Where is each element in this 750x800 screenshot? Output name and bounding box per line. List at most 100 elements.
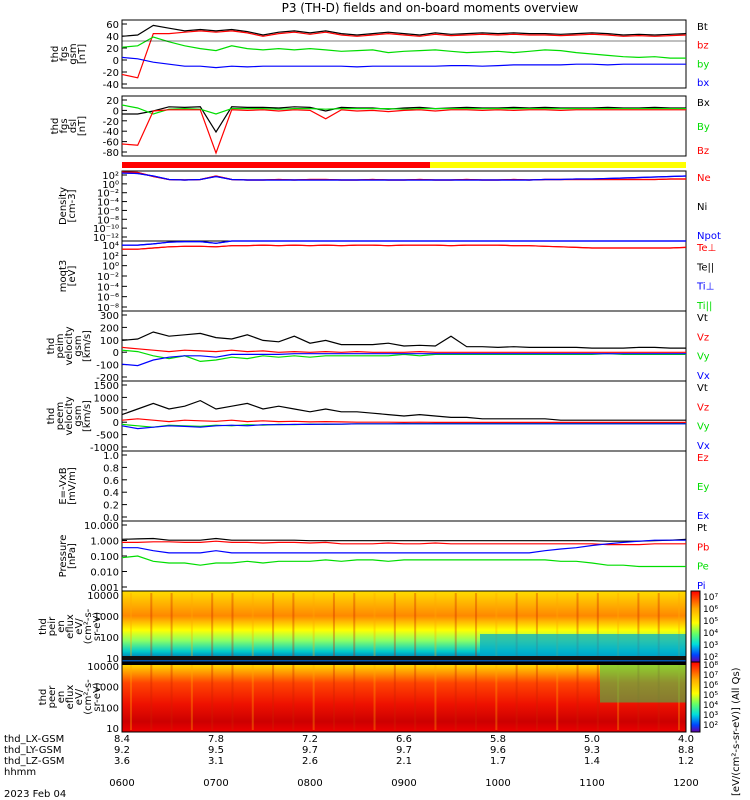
y-axis-label: thd	[38, 689, 49, 706]
y-axis-label: thd	[50, 118, 61, 135]
y-tick-label: 0.0	[103, 513, 119, 524]
series-line-bz	[121, 30, 687, 79]
spectrogram-stripe	[515, 664, 518, 730]
y-axis-label: gsm	[73, 335, 84, 356]
colorbar-tick-label: 10⁵	[703, 617, 718, 627]
legend-entry: Ex	[697, 511, 709, 522]
spectrogram-stripe	[434, 664, 437, 730]
y-axis-label: [nPa]	[67, 543, 78, 569]
y-axis-label: [km/s]	[82, 330, 93, 362]
series-line-Bz	[121, 109, 686, 155]
y-tick-label: 1.0	[103, 451, 119, 462]
x-tick-label: 1.2	[678, 756, 694, 767]
y-axis-label: peim	[55, 333, 66, 358]
legend-entry: Te⊥	[696, 243, 716, 254]
x-tick-label: 7.2	[302, 734, 318, 745]
spectrogram-stripe	[353, 664, 356, 730]
x-tick-label: 9.3	[584, 745, 600, 756]
spectrogram-stripe	[211, 664, 214, 730]
spectrogram-stripe	[332, 593, 335, 660]
x-tick-label: 5.8	[490, 734, 506, 745]
colorbar-tick-label: 10²	[703, 653, 718, 663]
y-axis-label: (cm²-s-	[83, 679, 94, 715]
x-tick-label: 4.0	[678, 734, 694, 745]
series-line-Pi	[122, 539, 686, 554]
legend-entry: Vt	[697, 383, 708, 394]
series-line-by	[121, 36, 686, 59]
legend-entry: bx	[697, 78, 709, 89]
y-tick-label: 1000	[94, 683, 119, 694]
y-tick-label: -40	[103, 80, 119, 91]
x-tick-label: 1200	[673, 778, 698, 789]
spectrogram-stripe	[150, 593, 153, 660]
spectrogram-stripe	[556, 664, 559, 730]
panel-6	[121, 380, 687, 452]
legend-entry: Vz	[697, 332, 709, 343]
colorbar-tick-label: 10⁷	[703, 593, 718, 603]
spectrogram-stripe	[170, 593, 173, 660]
y-tick-label: 10⁻⁶	[97, 293, 119, 304]
y-tick-label: 10⁻²	[97, 189, 119, 200]
spectrogram-stripe	[231, 664, 234, 730]
series-line-Ti⊥	[122, 240, 686, 246]
x-tick-label: 5.0	[584, 734, 600, 745]
spectrogram-stripe	[678, 593, 680, 660]
colorbar-tick-label: 10²	[703, 721, 718, 731]
legend-entry: Ey	[697, 482, 709, 493]
spectrogram-stripe	[596, 593, 599, 660]
y-axis-label: eflux	[65, 614, 76, 639]
spectrogram-stripe	[475, 664, 478, 730]
legend-entry: Vt	[697, 313, 708, 324]
y-tick-label: 0.2	[103, 501, 119, 512]
spectrogram-stripe	[332, 664, 335, 730]
y-tick-label: -80	[103, 148, 119, 159]
spectrogram-stripe	[130, 593, 132, 660]
spectrogram-stripe	[414, 664, 417, 730]
y-tick-label: 0.010	[90, 568, 119, 579]
x-axis-label: thd_LX-GSM	[4, 734, 64, 745]
series-line-Vz	[121, 346, 686, 353]
series-line-Vz	[121, 418, 686, 424]
legend-entry: Bx	[697, 98, 710, 109]
spectrogram-stripe	[495, 664, 498, 730]
y-axis-label: Density	[58, 187, 69, 225]
legend-entry: Ne	[697, 173, 711, 184]
x-tick-label: 1000	[485, 778, 510, 789]
series-line-Bt	[121, 24, 687, 37]
x-axis-label: thd_LY-GSM	[4, 745, 61, 756]
y-tick-label: 20	[106, 96, 119, 107]
panel-9	[121, 590, 687, 663]
spectrogram-stripe	[596, 664, 599, 730]
spectrogram-stripe	[617, 593, 620, 660]
spectrogram-stripe	[353, 593, 356, 660]
colorbar-tick-label: 10⁶	[703, 605, 718, 615]
spectrogram-stripe	[150, 664, 153, 730]
y-tick-label: 10²	[102, 251, 119, 262]
y-axis-label: eV/	[74, 618, 85, 635]
spectrogram-stripe	[190, 593, 193, 660]
y-tick-label: -500	[96, 431, 119, 442]
y-tick-label: 60	[106, 20, 119, 31]
series-line-Pb	[122, 540, 686, 546]
y-tick-label: 10²	[102, 171, 119, 182]
spectrogram	[122, 662, 686, 732]
y-axis-label: fgs	[59, 118, 70, 133]
status-bar-red	[122, 162, 430, 168]
y-tick-label: 300	[100, 311, 119, 322]
x-tick-label: 2.1	[396, 756, 412, 767]
y-axis-label: sr-eV)	[92, 682, 103, 711]
panel-4	[121, 240, 687, 312]
x-tick-label: 6.6	[396, 734, 412, 745]
y-tick-label: -100	[96, 361, 119, 372]
y-axis-label: eflux	[65, 685, 76, 710]
y-axis-label: Pressure	[58, 535, 69, 578]
legend-entry: Ni	[697, 202, 707, 213]
panel-frame	[121, 450, 687, 522]
spectrogram-edge	[122, 656, 686, 660]
spectrogram-stripe	[312, 593, 315, 660]
y-tick-label: 10⁻¹²	[93, 233, 119, 244]
y-axis-label: gsm	[68, 43, 79, 64]
y-tick-label: 0	[113, 106, 119, 117]
spectrogram-stripe	[312, 664, 315, 730]
